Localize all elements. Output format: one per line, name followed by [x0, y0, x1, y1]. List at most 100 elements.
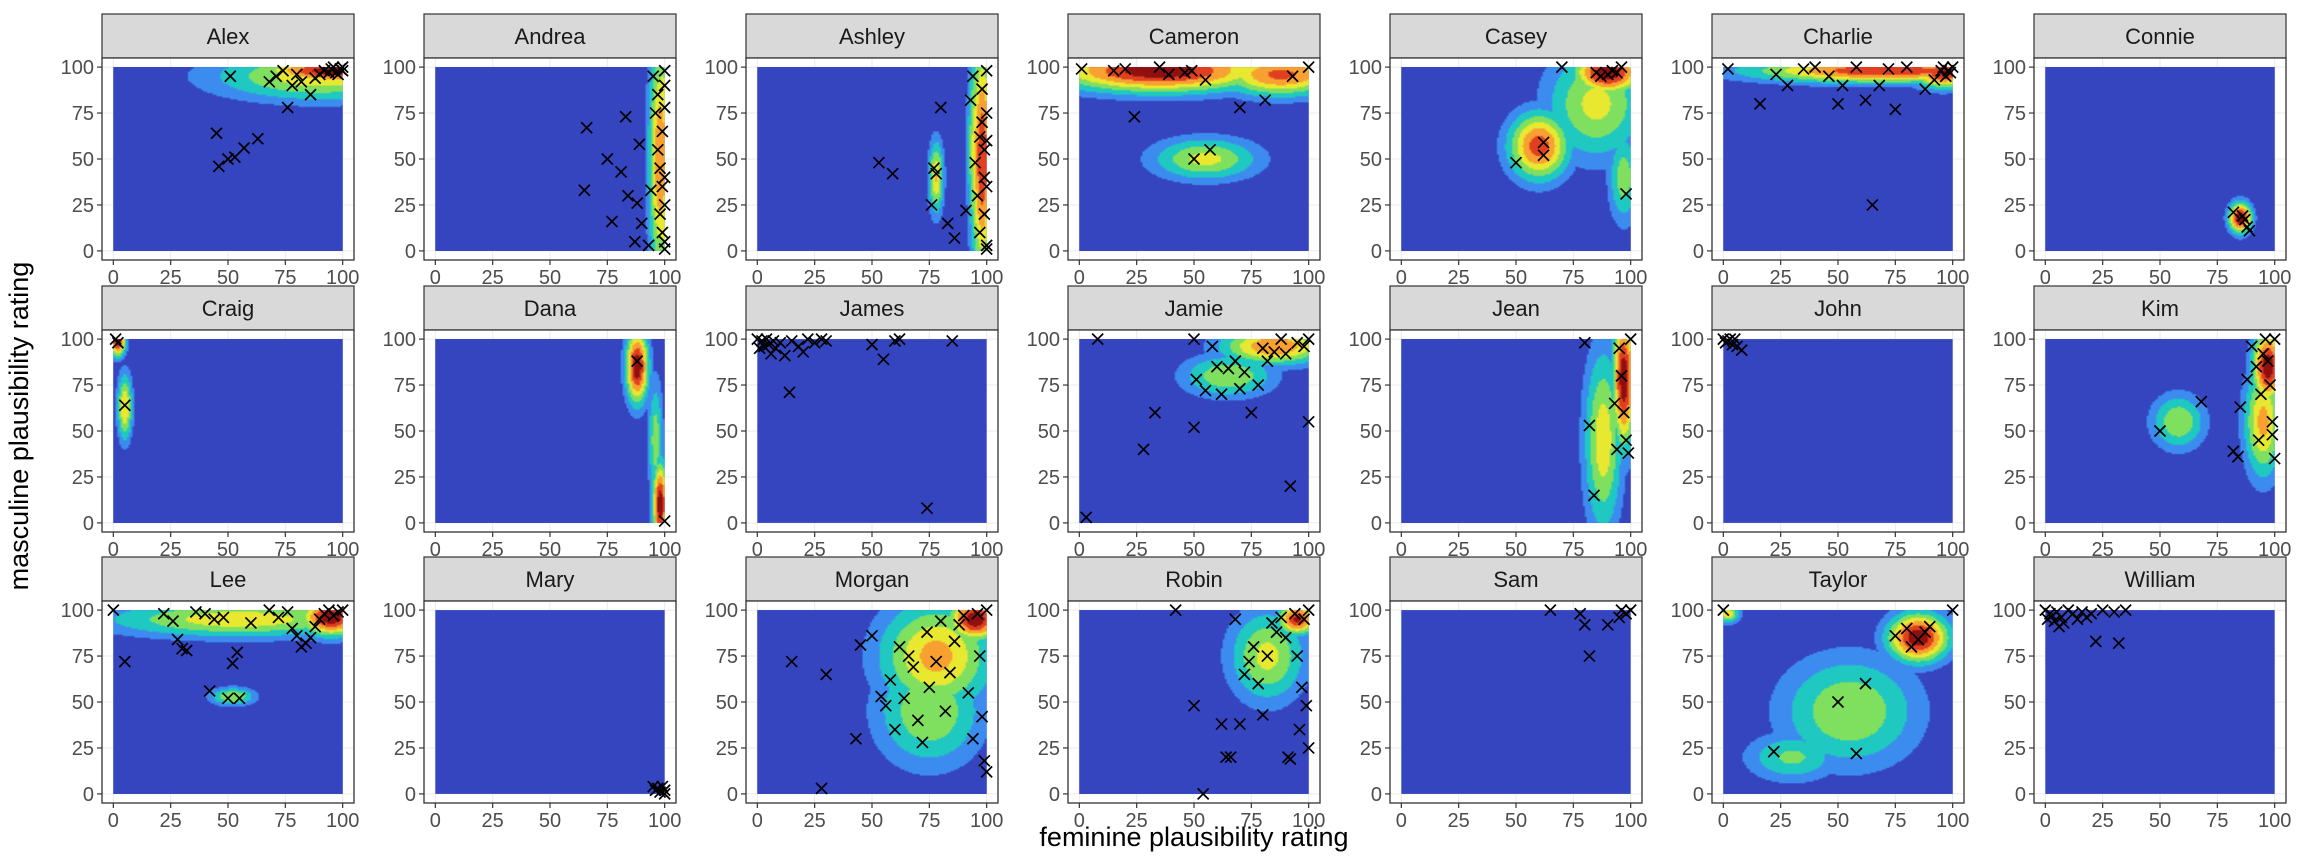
y-tick-label: 75	[1038, 646, 1060, 668]
y-tick-label: 50	[716, 421, 738, 443]
data-point	[973, 130, 986, 144]
data-point	[1153, 60, 1166, 74]
x-tick-label: 50	[217, 539, 239, 561]
x-tick-label: 25	[804, 267, 826, 289]
scatter-points	[751, 332, 959, 515]
data-point	[1808, 60, 1822, 74]
data-point	[1619, 434, 1633, 447]
y-tick-label: 25	[394, 738, 416, 760]
facet-panel-james: James 0 25 50 75 100 0 25 50 75 100	[705, 285, 1003, 561]
data-point	[934, 101, 947, 114]
data-point	[658, 242, 671, 256]
x-tick-label: 25	[804, 539, 826, 561]
y-tick-label: 25	[1038, 738, 1060, 760]
data-point	[1769, 68, 1783, 81]
data-point	[272, 611, 285, 624]
y-tick-label: 75	[1682, 646, 1704, 668]
data-point	[980, 603, 993, 617]
data-point	[973, 649, 986, 663]
data-point	[651, 143, 664, 156]
facet-strip	[423, 13, 677, 59]
facet-panel-charlie: Charlie 0 25 50 75 100 0 25 50 75 100	[1671, 13, 1969, 289]
y-tick-label: 50	[394, 421, 416, 443]
data-point	[879, 699, 892, 712]
data-point	[1284, 752, 1297, 766]
data-point	[815, 782, 828, 795]
data-point	[1286, 70, 1299, 83]
data-point	[1859, 94, 1872, 107]
x-tick-label: 100	[2258, 267, 2291, 289]
x-tick-label: 0	[1396, 267, 1407, 289]
data-point	[884, 673, 897, 687]
x-tick-label: 50	[2149, 810, 2171, 832]
data-point	[966, 70, 980, 83]
facet-panel-andrea: Andrea 0 25 50 75 100 0 25 50 75 100	[383, 13, 681, 289]
facet-strip	[101, 13, 355, 59]
density-contour-fill	[1079, 339, 1309, 523]
data-point	[980, 180, 993, 193]
y-tick-label: 100	[705, 57, 738, 79]
data-point	[1615, 60, 1628, 74]
data-point	[2153, 424, 2167, 438]
density-contour-fill	[435, 67, 665, 251]
x-tick-label: 100	[1292, 810, 1325, 832]
data-point	[1238, 668, 1251, 681]
data-point	[221, 692, 235, 705]
x-tick-label: 100	[326, 539, 359, 561]
density-contour-fill	[435, 339, 665, 523]
facet-panel-craig: Craig 0 25 50 75 100 0 25 50 75 100	[61, 285, 359, 561]
data-point	[580, 121, 593, 134]
data-point	[656, 780, 669, 793]
data-point	[1594, 70, 1607, 83]
x-tick-label: 75	[1562, 539, 1584, 561]
data-point	[1265, 616, 1279, 630]
scatter-points	[109, 332, 131, 412]
y-tick-label: 25	[394, 467, 416, 489]
data-point	[916, 736, 929, 749]
data-point	[2227, 206, 2240, 219]
y-tick-label: 0	[405, 241, 416, 263]
data-point	[1261, 649, 1274, 663]
x-tick-label: 100	[326, 267, 359, 289]
y-tick-label: 50	[72, 149, 94, 171]
data-point	[649, 106, 662, 120]
data-point	[1297, 613, 1311, 626]
facet-label: Andrea	[515, 24, 587, 49]
facet-strip	[1389, 285, 1643, 331]
y-tick-label: 100	[61, 600, 94, 622]
y-tick-label: 25	[72, 195, 94, 217]
x-tick-label: 100	[1614, 539, 1647, 561]
data-point	[1075, 62, 1088, 76]
y-tick-label: 75	[716, 375, 738, 397]
y-tick-label: 0	[1371, 513, 1382, 535]
x-tick-label: 0	[752, 810, 763, 832]
data-point	[217, 611, 230, 624]
data-point	[934, 615, 947, 628]
data-point	[2241, 373, 2254, 386]
data-point	[785, 655, 798, 668]
x-tick-label: 100	[1292, 539, 1325, 561]
y-tick-label: 75	[72, 646, 94, 668]
y-tick-label: 0	[1049, 241, 1060, 263]
data-point	[2261, 355, 2274, 368]
y-tick-label: 0	[405, 784, 416, 806]
data-point	[920, 626, 934, 639]
facet-label: Casey	[1485, 24, 1547, 49]
x-tick-label: 0	[1396, 539, 1407, 561]
data-point	[1619, 187, 1633, 201]
data-point	[1873, 79, 1886, 92]
x-tick-label: 0	[108, 539, 119, 561]
data-point	[808, 336, 821, 349]
data-point	[1261, 355, 1274, 368]
x-tick-label: 50	[217, 267, 239, 289]
x-tick-label: 100	[2258, 539, 2291, 561]
data-point	[1238, 366, 1251, 379]
y-tick-label: 0	[2015, 513, 2026, 535]
data-point	[973, 226, 986, 239]
data-point	[221, 152, 235, 166]
data-point	[304, 88, 317, 101]
x-tick-label: 25	[2092, 539, 2114, 561]
data-point	[171, 633, 184, 646]
data-point	[948, 635, 961, 648]
